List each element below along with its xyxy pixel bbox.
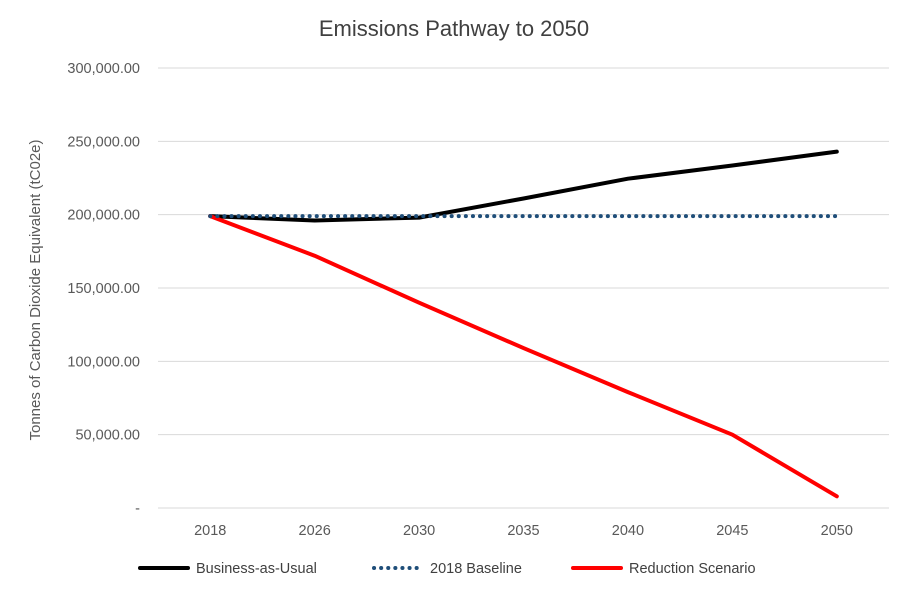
x-tick-label: 2050: [821, 523, 853, 539]
x-tick-label: 2035: [507, 523, 539, 539]
series-lines: [208, 149, 839, 499]
y-tick-label: -: [135, 501, 140, 517]
series-line-reduction-scenario: [208, 214, 839, 499]
y-tick-label: 100,000.00: [67, 354, 140, 370]
y-tick-label: 50,000.00: [75, 428, 140, 444]
x-tick-label: 2026: [299, 523, 331, 539]
series-line-business-as-usual: [208, 149, 839, 223]
y-tick-label: 250,000.00: [67, 134, 140, 150]
x-tick-label: 2018: [194, 523, 226, 539]
y-axis-label: Tonnes of Carbon Dioxide Equivalent (tC0…: [27, 139, 44, 440]
x-tick-label: 2040: [612, 523, 644, 539]
x-tick-label: 2030: [403, 523, 435, 539]
y-axis-ticks: - 50,000.00 100,000.00 150,000.00 200,000.00…: [67, 61, 140, 517]
y-tick-label: 150,000.00: [67, 281, 140, 297]
legend-label: Business-as-Usual: [196, 561, 317, 577]
chart-title: Emissions Pathway to 2050: [319, 16, 589, 41]
y-tick-label: 300,000.00: [67, 61, 140, 77]
x-tick-label: 2045: [716, 523, 748, 539]
x-axis-ticks: 2018 2026 2030 2035 2040 2045 2050: [194, 523, 853, 539]
legend-label: Reduction Scenario: [629, 561, 756, 577]
y-tick-label: 200,000.00: [67, 208, 140, 224]
legend-label: 2018 Baseline: [430, 561, 522, 577]
gridlines: [158, 67, 889, 509]
legend: Business-as-Usual 2018 Baseline Reduction …: [138, 561, 756, 577]
